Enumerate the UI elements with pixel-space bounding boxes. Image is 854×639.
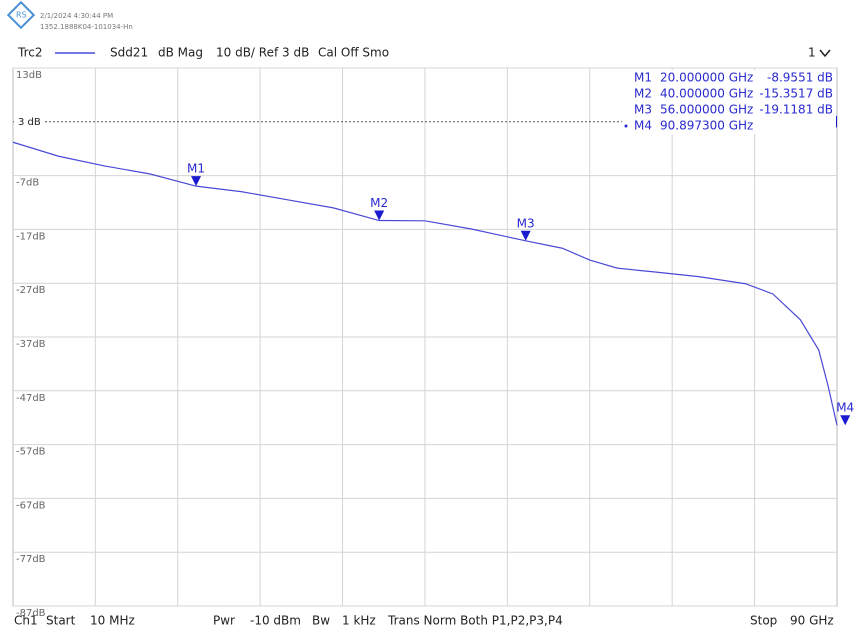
trace-parameter[interactable]: Sdd21 xyxy=(110,46,148,60)
bw-label: Bw xyxy=(312,614,330,628)
y-tick-label: -77dB xyxy=(16,554,46,565)
marker xyxy=(520,230,531,241)
stop-value[interactable]: 90 GHz xyxy=(790,614,834,628)
trace-scale[interactable]: 10 dB/ Ref 3 dB xyxy=(216,46,309,60)
stop-label: Stop xyxy=(750,614,777,628)
bw-value[interactable]: 1 kHz xyxy=(342,614,376,628)
marker-table-x: 90.897300 GHz xyxy=(660,119,753,133)
device-id: 1352.1888K04-101034-Hn xyxy=(40,23,133,31)
marker-label: M3 xyxy=(517,216,535,230)
start-value[interactable]: 10 MHz xyxy=(90,614,135,628)
y-tick-label: -87dB xyxy=(16,608,46,619)
marker xyxy=(374,210,385,221)
y-tick-label: -27dB xyxy=(16,285,46,296)
y-tick-label: 13dB xyxy=(16,70,42,81)
marker-table-name: M4 xyxy=(634,119,652,133)
marker-table-y: -8.9551 dB xyxy=(767,71,833,85)
marker-label: M4 xyxy=(836,401,854,415)
marker-label: M2 xyxy=(370,196,388,210)
marker-table-y: -15.3517 dB xyxy=(759,87,833,101)
channel: Ch1 xyxy=(14,614,38,628)
logo-glyph: RS xyxy=(16,11,27,20)
power-label: Pwr xyxy=(213,614,235,628)
trace-format[interactable]: dB Mag xyxy=(158,46,203,60)
start-label: Start xyxy=(46,614,76,628)
y-tick-label: -47dB xyxy=(16,393,46,404)
marker xyxy=(840,415,851,426)
marker-label: M1 xyxy=(187,162,205,176)
marker-table-name: M2 xyxy=(634,87,652,101)
marker-table-name: M1 xyxy=(634,71,652,85)
timestamp: 2/1/2024 4:30:44 PM xyxy=(40,12,113,20)
plot: 13dB -7dB -17dB -27dB -37dB -47dB -57dB -67dB -7… xyxy=(12,67,854,619)
y-tick-label: -67dB xyxy=(16,500,46,511)
y-tick-label: -37dB xyxy=(16,339,46,350)
marker-table-x: 56.000000 GHz xyxy=(660,103,753,117)
y-tick-label: -17dB xyxy=(16,231,46,242)
active-marker-dot xyxy=(624,124,628,128)
trace-name[interactable]: Trc2 xyxy=(17,46,42,60)
reference-label: 3 dB xyxy=(18,117,41,128)
reference-label-bg xyxy=(14,114,44,129)
marker-table-x: 20.000000 GHz xyxy=(660,71,753,85)
marker-table-x: 40.000000 GHz xyxy=(660,87,753,101)
sweep-mode: Trans Norm Both P1,P2,P3,P4 xyxy=(387,614,563,628)
marker-table-y: -19.1181 dB xyxy=(759,103,833,117)
marker-table-bg xyxy=(622,70,836,134)
channel-menu[interactable]: 1 xyxy=(808,46,816,60)
trace xyxy=(12,141,838,426)
chevron[interactable] xyxy=(819,49,831,58)
marker-table-name: M3 xyxy=(634,103,652,117)
y-tick-label: -57dB xyxy=(16,447,46,458)
trace-status[interactable]: Cal Off Smo xyxy=(318,46,389,60)
logo: RS xyxy=(6,0,36,30)
y-tick-label: -7dB xyxy=(16,178,39,189)
power-value[interactable]: -10 dBm xyxy=(250,614,301,628)
marker xyxy=(191,176,202,187)
